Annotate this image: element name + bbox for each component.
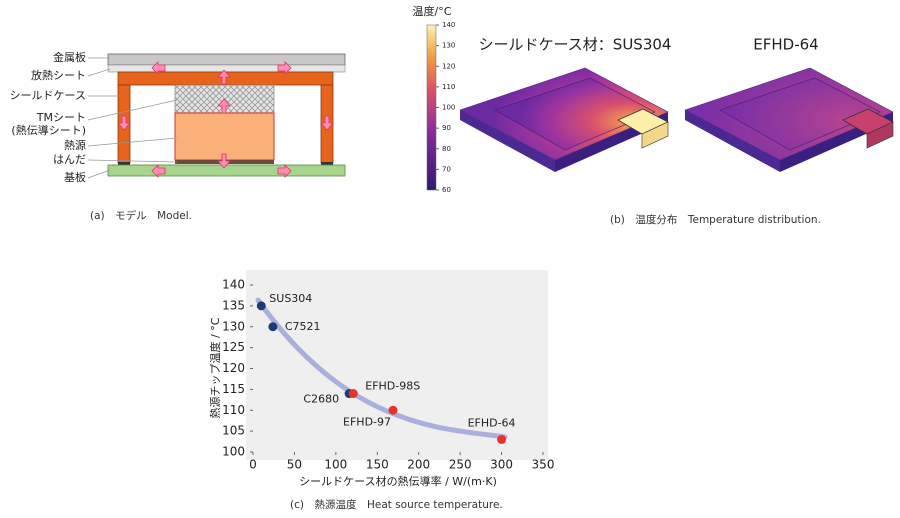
colorbar-tick-label: 110 [442, 83, 455, 91]
part-label: 放熱シート [31, 68, 86, 82]
solder [118, 162, 130, 165]
case-top [719, 77, 881, 151]
data-point [497, 434, 507, 444]
trend-curve [255, 297, 508, 440]
x-tick-label: 350 [532, 458, 555, 472]
y-tick-label: 130 [222, 319, 245, 333]
part-label: 金属板 [53, 50, 86, 64]
metal-plate [107, 53, 346, 66]
leader-lines [87, 57, 178, 179]
y-tick-label: 105 [222, 424, 245, 438]
part-label: シールドケース [10, 89, 86, 102]
heat-block [641, 121, 669, 149]
part-label: 基板 [64, 170, 86, 184]
x-tick-label: 150 [366, 458, 389, 472]
y-tick-label: 120 [222, 361, 245, 375]
point-label: C2680 [303, 393, 339, 406]
data-point [268, 322, 278, 332]
y-tick-label: 110 [222, 403, 245, 417]
colorbar-tick-label: 70 [442, 165, 451, 173]
colorbar-tick-label: 140 [442, 21, 455, 29]
y-axis-title: 熱源チップ温度 / °C [208, 317, 222, 418]
y-tick-label: 140 [222, 278, 245, 292]
part-label: はんだ [53, 153, 86, 166]
case-top [494, 77, 656, 151]
caption: (a) モデル Model. [90, 209, 192, 222]
heat-source [174, 112, 275, 161]
plot-background [246, 270, 548, 460]
data-point [348, 389, 358, 399]
model-diagram [87, 53, 346, 179]
panel-title: シールドケース材：SUS304 [479, 36, 672, 54]
colorbar-title: 温度/°C [413, 4, 452, 18]
colorbar-tick-label: 90 [442, 124, 451, 132]
x-tick-label: 50 [287, 458, 302, 472]
x-tick-label: 200 [407, 458, 430, 472]
caption: (b) 温度分布 Temperature distribution. [610, 213, 821, 226]
temperature-plates [426, 24, 894, 191]
x-tick-label: 250 [449, 458, 472, 472]
point-label: EFHD-98S [365, 380, 420, 393]
x-tick-label: 100 [324, 458, 347, 472]
colorbar-tick-label: 60 [442, 186, 451, 194]
point-label: SUS304 [269, 292, 312, 305]
colorbar-tick-label: 80 [442, 145, 451, 153]
x-tick-label: 300 [490, 458, 513, 472]
colorbar-tick-label: 100 [442, 104, 455, 112]
point-label: EFHD-64 [468, 416, 516, 429]
heat-arrows [117, 61, 334, 178]
substrate [107, 164, 346, 177]
solder [321, 162, 333, 165]
caption: (c) 熱源温度 Heat source temperature. [290, 498, 503, 511]
part-label: (熱伝導シート) [11, 123, 86, 137]
data-point [256, 301, 266, 311]
y-tick-label: 125 [222, 340, 245, 354]
colorbar-tick-label: 130 [442, 42, 455, 50]
panel-title: EFHD-64 [753, 36, 818, 54]
y-tick-label: 135 [222, 298, 245, 312]
data-point [388, 405, 398, 415]
heat-block [866, 121, 894, 149]
heat-sheet [107, 64, 346, 73]
point-label: EFHD-97 [343, 415, 391, 428]
x-tick-label: 0 [249, 458, 257, 472]
y-tick-label: 100 [222, 445, 245, 459]
y-tick-label: 115 [222, 382, 245, 396]
x-axis-title: シールドケース材の熱伝導率 / W/(m·K) [299, 474, 497, 488]
part-label: TMシート [36, 111, 86, 124]
colorbar [426, 24, 437, 191]
colorbar-tick-label: 120 [442, 62, 455, 70]
part-label: 熱源 [64, 138, 86, 152]
point-label: C7521 [285, 320, 321, 333]
